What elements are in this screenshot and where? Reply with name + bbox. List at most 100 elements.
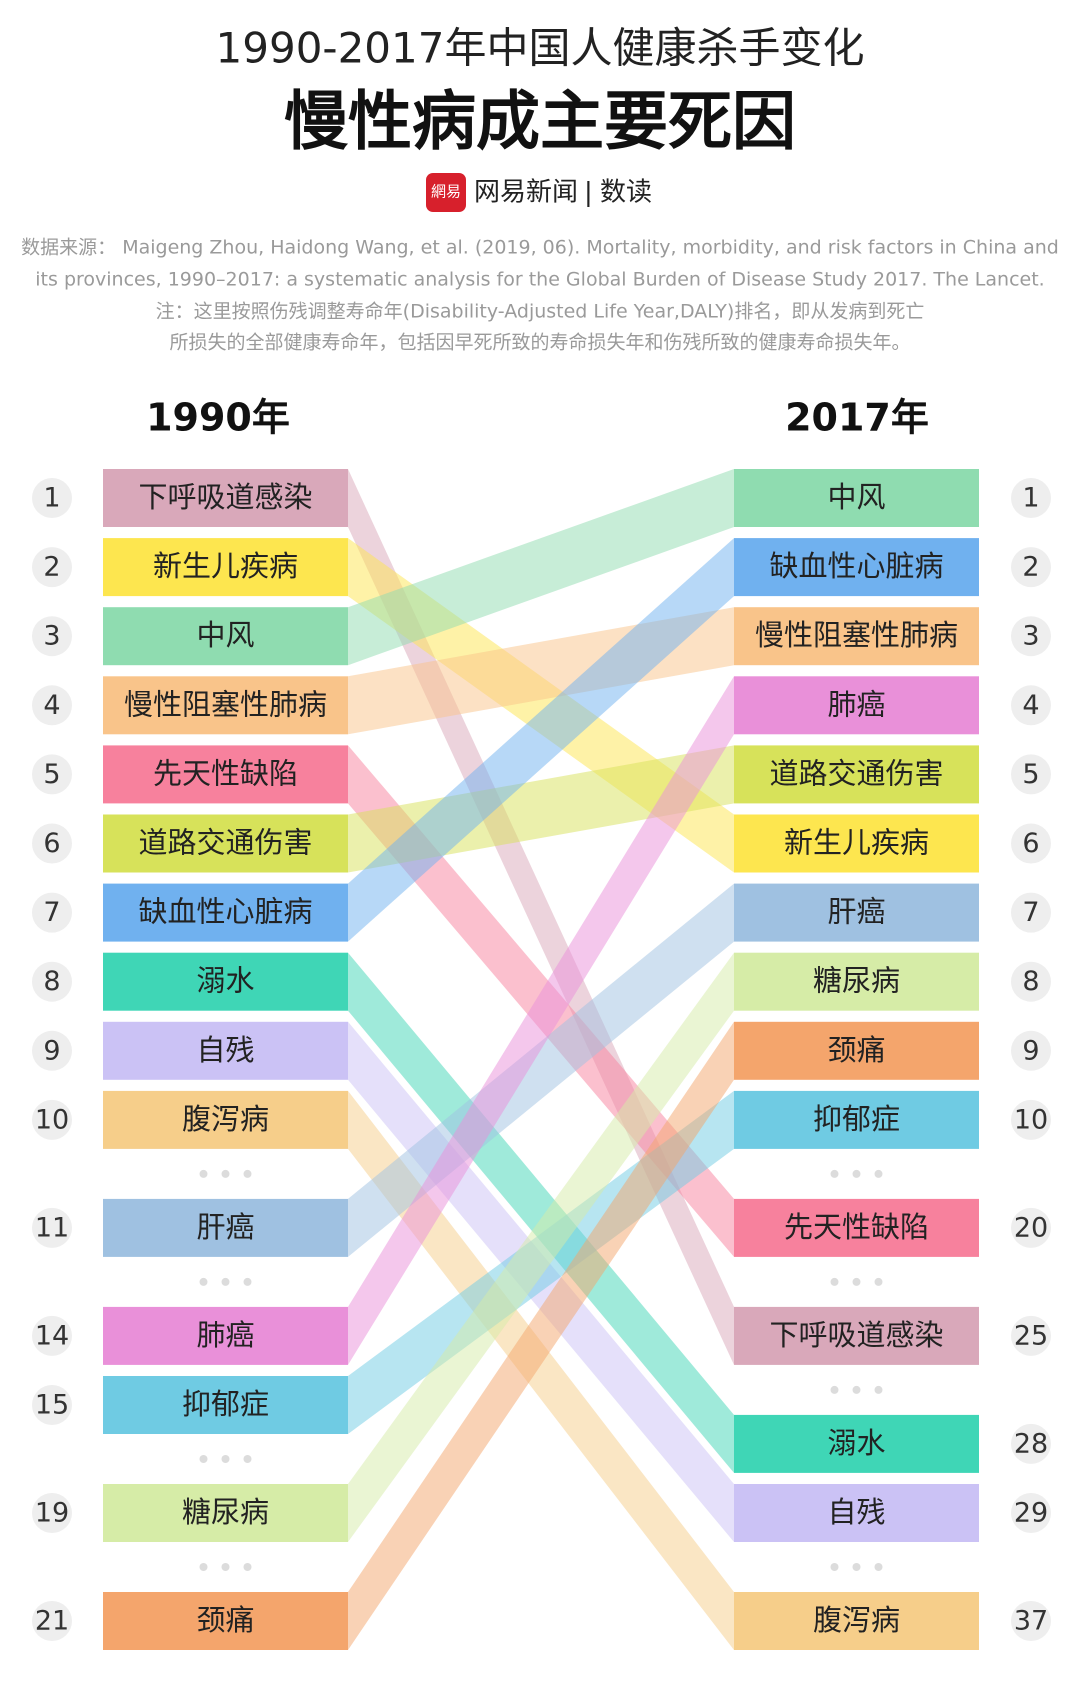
rows: 1 下呼吸道感染 2 新生儿疾病 3 中风 4 慢性阻塞性肺病 5 先天性缺陷 6 道路交通伤害 7 缺血… (32, 469, 1051, 1650)
rank-label: 15 (35, 1390, 69, 1421)
item-box (103, 952, 348, 1011)
rank-label: 7 (1022, 897, 1039, 928)
rank-badge (1011, 961, 1051, 1002)
rank-label: 2 (1022, 552, 1039, 583)
ellipsis-dot (221, 1455, 230, 1463)
item-box (734, 745, 979, 804)
rank-label: 5 (43, 759, 60, 790)
item-label: 慢性阻塞性肺病 (124, 687, 327, 721)
item-box (103, 1376, 348, 1434)
ellipsis-dot (221, 1563, 230, 1571)
rank-label: 4 (43, 690, 60, 721)
item-label: 中风 (196, 618, 254, 652)
rank-label: 2 (43, 552, 60, 583)
rank-badge (32, 1493, 72, 1533)
rank-label: 6 (43, 828, 60, 859)
rank-label: 5 (1022, 759, 1039, 790)
rank-badge (32, 1099, 72, 1140)
rank-badge (32, 1207, 72, 1248)
ellipsis-dot (243, 1277, 252, 1286)
item-label: 自残 (827, 1495, 885, 1529)
ellipsis-dot (830, 1277, 839, 1286)
item-label: 缺血性心脏病 (138, 895, 312, 929)
note-line: 所损失的全部健康寿命年，包括因早死所致的寿命损失年和伤残所致的健康寿命损失年。 (169, 332, 910, 354)
rank-badge (32, 685, 72, 726)
links (348, 469, 734, 1650)
ellipsis-dot (874, 1277, 883, 1286)
rank-label: 37 (1014, 1606, 1048, 1637)
item-label: 肝癌 (196, 1210, 254, 1244)
item-box (734, 538, 979, 597)
ellipsis-dot (199, 1563, 208, 1571)
rank-link (348, 952, 734, 1473)
item-box (103, 1484, 348, 1542)
rank-label: 9 (1022, 1035, 1039, 1066)
item-label: 下呼吸道感染 (138, 480, 312, 514)
rank-badge (32, 1315, 72, 1356)
rank-label: 19 (35, 1498, 69, 1529)
ellipsis-dot (221, 1169, 230, 1178)
ellipsis-dot (852, 1169, 861, 1178)
item-box (103, 538, 348, 597)
item-box (103, 1306, 348, 1365)
rank-label: 8 (1022, 966, 1039, 997)
item-box (103, 469, 348, 527)
item-box (734, 1414, 979, 1473)
item-box (103, 883, 348, 942)
item-label: 慢性阻塞性肺病 (755, 618, 958, 652)
item-label: 新生儿疾病 (784, 826, 929, 860)
item-box (103, 814, 348, 873)
ellipsis-dot (852, 1563, 861, 1571)
item-box (103, 745, 348, 804)
item-box (103, 676, 348, 735)
rank-label: 3 (1022, 621, 1039, 652)
ellipsis-dot (199, 1277, 208, 1286)
rank-badge (32, 1030, 72, 1071)
rank-label: 10 (1014, 1104, 1048, 1135)
item-box (734, 1306, 979, 1365)
rank-badge (1011, 1099, 1051, 1140)
item-box (734, 883, 979, 942)
ellipsis-dot (221, 1277, 230, 1286)
rank-link (348, 538, 734, 942)
brand-section: 数读 (600, 178, 652, 208)
rank-label: 28 (1014, 1428, 1048, 1459)
item-label: 糖尿病 (182, 1495, 269, 1529)
source-line: its provinces, 1990–2017: a systematic a… (35, 269, 1044, 291)
ellipsis-dot (874, 1169, 883, 1178)
item-label: 肝癌 (827, 895, 885, 929)
rank-badge (1011, 892, 1051, 933)
ellipsis-dot (874, 1563, 883, 1571)
title: 1990-2017年中国人健康杀手变化 (216, 24, 865, 73)
item-label: 溺水 (827, 1426, 885, 1460)
rank-label: 8 (43, 966, 60, 997)
item-label: 新生儿疾病 (153, 549, 298, 583)
rank-label: 3 (43, 621, 60, 652)
column-heading: 1990年 (146, 396, 290, 440)
logo (426, 173, 466, 212)
rank-label: 25 (1014, 1320, 1048, 1351)
item-box (734, 676, 979, 735)
rank-link (348, 1021, 734, 1650)
item-label: 先天性缺陷 (784, 1210, 929, 1244)
rank-badge (1011, 1423, 1051, 1464)
rank-label: 10 (35, 1104, 69, 1135)
item-label: 抑郁症 (813, 1102, 900, 1136)
item-box (103, 1198, 348, 1257)
item-label: 抑郁症 (182, 1387, 269, 1421)
item-label: 肺癌 (827, 687, 885, 721)
rank-label: 9 (43, 1035, 60, 1066)
item-label: 腹泻病 (182, 1102, 269, 1136)
rank-badge (32, 1601, 72, 1641)
ellipsis-dot (874, 1385, 883, 1394)
ellipsis-dot (243, 1563, 252, 1571)
rank-link (348, 469, 734, 666)
ellipsis-dot (852, 1277, 861, 1286)
rank-badge (1011, 754, 1051, 795)
rank-label: 1 (43, 483, 60, 514)
rank-badge (1011, 1315, 1051, 1356)
rank-label: 4 (1022, 690, 1039, 721)
rank-badge (1011, 1030, 1051, 1071)
note-line: 注：这里按照伤残调整寿命年(Disability-Adjusted Life Y… (156, 301, 925, 323)
item-label: 溺水 (196, 964, 254, 998)
